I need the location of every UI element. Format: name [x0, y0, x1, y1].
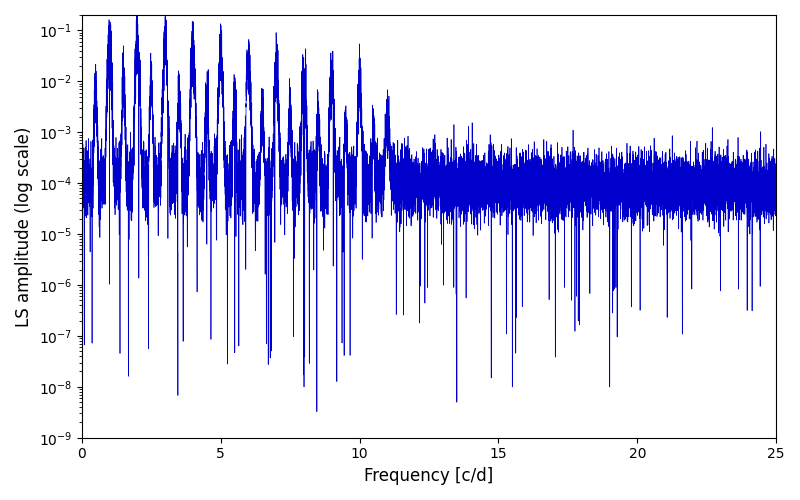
- X-axis label: Frequency [c/d]: Frequency [c/d]: [364, 467, 494, 485]
- Y-axis label: LS amplitude (log scale): LS amplitude (log scale): [15, 126, 33, 326]
